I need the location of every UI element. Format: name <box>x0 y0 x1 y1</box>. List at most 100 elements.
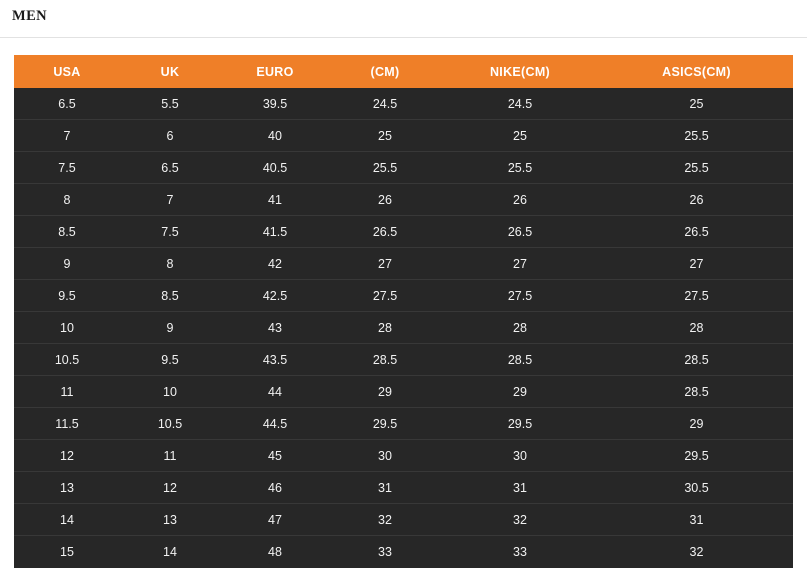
cell-usa: 14 <box>14 504 120 536</box>
cell-cm: 28 <box>330 312 440 344</box>
cell-asics: 25 <box>600 88 793 120</box>
table-header: USA UK EURO (CM) NIKE(CM) ASICS(CM) <box>14 55 793 88</box>
size-chart-container: USA UK EURO (CM) NIKE(CM) ASICS(CM) 6.5 … <box>14 55 793 568</box>
cell-nike: 30 <box>440 440 600 472</box>
table-row: 15 14 48 33 33 32 <box>14 536 793 568</box>
cell-cm: 25 <box>330 120 440 152</box>
cell-uk: 9.5 <box>120 344 220 376</box>
cell-uk: 6 <box>120 120 220 152</box>
cell-asics: 30.5 <box>600 472 793 504</box>
column-header-nike: NIKE(CM) <box>440 55 600 88</box>
cell-euro: 41 <box>220 184 330 216</box>
cell-cm: 29.5 <box>330 408 440 440</box>
cell-cm: 33 <box>330 536 440 568</box>
cell-uk: 5.5 <box>120 88 220 120</box>
table-row: 8.5 7.5 41.5 26.5 26.5 26.5 <box>14 216 793 248</box>
cell-uk: 7 <box>120 184 220 216</box>
cell-nike: 27 <box>440 248 600 280</box>
table-row: 10 9 43 28 28 28 <box>14 312 793 344</box>
cell-nike: 32 <box>440 504 600 536</box>
cell-euro: 48 <box>220 536 330 568</box>
column-header-cm: (CM) <box>330 55 440 88</box>
cell-euro: 46 <box>220 472 330 504</box>
table-row: 10.5 9.5 43.5 28.5 28.5 28.5 <box>14 344 793 376</box>
cell-uk: 8.5 <box>120 280 220 312</box>
cell-cm: 26.5 <box>330 216 440 248</box>
cell-cm: 26 <box>330 184 440 216</box>
cell-uk: 12 <box>120 472 220 504</box>
table-row: 6.5 5.5 39.5 24.5 24.5 25 <box>14 88 793 120</box>
column-header-uk: UK <box>120 55 220 88</box>
cell-asics: 31 <box>600 504 793 536</box>
cell-euro: 43.5 <box>220 344 330 376</box>
cell-asics: 26 <box>600 184 793 216</box>
cell-asics: 27.5 <box>600 280 793 312</box>
cell-euro: 45 <box>220 440 330 472</box>
cell-nike: 28.5 <box>440 344 600 376</box>
cell-usa: 8 <box>14 184 120 216</box>
cell-asics: 28.5 <box>600 344 793 376</box>
cell-uk: 10 <box>120 376 220 408</box>
cell-nike: 29 <box>440 376 600 408</box>
cell-usa: 7 <box>14 120 120 152</box>
cell-uk: 7.5 <box>120 216 220 248</box>
table-row: 9.5 8.5 42.5 27.5 27.5 27.5 <box>14 280 793 312</box>
cell-cm: 32 <box>330 504 440 536</box>
cell-cm: 27.5 <box>330 280 440 312</box>
cell-uk: 13 <box>120 504 220 536</box>
cell-nike: 25.5 <box>440 152 600 184</box>
cell-asics: 29.5 <box>600 440 793 472</box>
cell-nike: 31 <box>440 472 600 504</box>
cell-uk: 11 <box>120 440 220 472</box>
cell-usa: 10.5 <box>14 344 120 376</box>
cell-nike: 29.5 <box>440 408 600 440</box>
table-header-row: USA UK EURO (CM) NIKE(CM) ASICS(CM) <box>14 55 793 88</box>
cell-cm: 25.5 <box>330 152 440 184</box>
cell-usa: 12 <box>14 440 120 472</box>
table-row: 12 11 45 30 30 29.5 <box>14 440 793 472</box>
cell-asics: 28.5 <box>600 376 793 408</box>
cell-usa: 10 <box>14 312 120 344</box>
column-header-asics: ASICS(CM) <box>600 55 793 88</box>
cell-euro: 39.5 <box>220 88 330 120</box>
table-row: 11 10 44 29 29 28.5 <box>14 376 793 408</box>
column-header-euro: EURO <box>220 55 330 88</box>
cell-nike: 25 <box>440 120 600 152</box>
table-row: 9 8 42 27 27 27 <box>14 248 793 280</box>
cell-uk: 10.5 <box>120 408 220 440</box>
table-row: 7.5 6.5 40.5 25.5 25.5 25.5 <box>14 152 793 184</box>
cell-euro: 44.5 <box>220 408 330 440</box>
header-divider <box>0 37 807 38</box>
cell-uk: 8 <box>120 248 220 280</box>
cell-euro: 40 <box>220 120 330 152</box>
cell-asics: 29 <box>600 408 793 440</box>
cell-usa: 6.5 <box>14 88 120 120</box>
cell-euro: 42.5 <box>220 280 330 312</box>
page-title: MEN <box>12 7 47 25</box>
cell-euro: 40.5 <box>220 152 330 184</box>
cell-cm: 27 <box>330 248 440 280</box>
cell-nike: 24.5 <box>440 88 600 120</box>
cell-uk: 9 <box>120 312 220 344</box>
table-row: 8 7 41 26 26 26 <box>14 184 793 216</box>
cell-asics: 28 <box>600 312 793 344</box>
cell-usa: 9 <box>14 248 120 280</box>
table-row: 11.5 10.5 44.5 29.5 29.5 29 <box>14 408 793 440</box>
cell-asics: 27 <box>600 248 793 280</box>
cell-nike: 28 <box>440 312 600 344</box>
cell-nike: 26 <box>440 184 600 216</box>
cell-usa: 13 <box>14 472 120 504</box>
cell-nike: 27.5 <box>440 280 600 312</box>
cell-cm: 31 <box>330 472 440 504</box>
cell-asics: 32 <box>600 536 793 568</box>
cell-usa: 9.5 <box>14 280 120 312</box>
cell-uk: 14 <box>120 536 220 568</box>
cell-uk: 6.5 <box>120 152 220 184</box>
column-header-usa: USA <box>14 55 120 88</box>
cell-cm: 24.5 <box>330 88 440 120</box>
cell-euro: 44 <box>220 376 330 408</box>
cell-nike: 33 <box>440 536 600 568</box>
cell-cm: 30 <box>330 440 440 472</box>
cell-euro: 42 <box>220 248 330 280</box>
cell-euro: 41.5 <box>220 216 330 248</box>
